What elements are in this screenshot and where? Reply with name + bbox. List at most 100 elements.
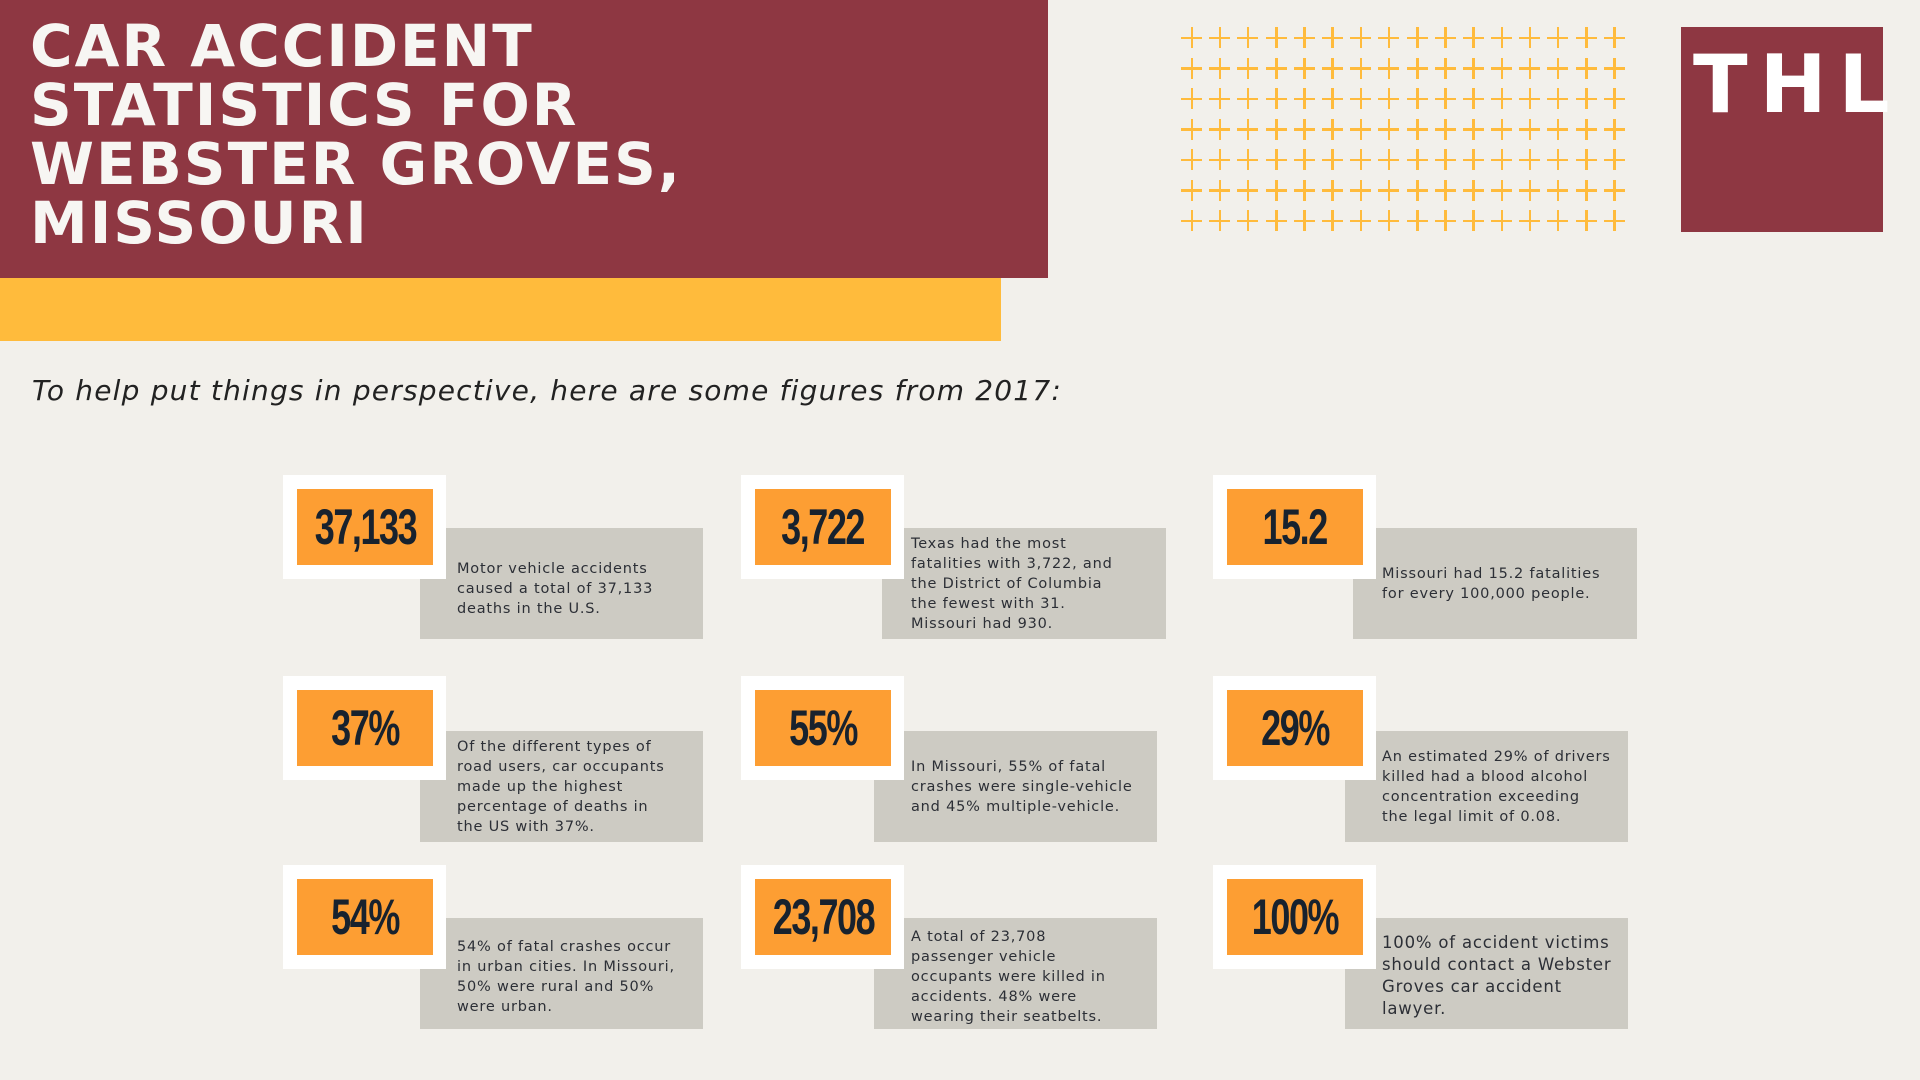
plus-icon: [1293, 27, 1315, 48]
plus-icon: [1181, 149, 1202, 170]
plus-icon: [1547, 118, 1569, 140]
stat-number-frame: 3,722: [741, 475, 904, 579]
plus-icon: [1265, 210, 1287, 231]
plus-icon: [1321, 210, 1343, 231]
stat-description: Texas had the most fatalities with 3,722…: [911, 535, 1113, 632]
plus-icon: [1603, 179, 1625, 201]
stat-value: 3,722: [781, 499, 866, 555]
plus-icon: [1462, 57, 1484, 79]
plus-icon: [1293, 179, 1315, 201]
plus-icon: [1181, 57, 1202, 79]
plus-icon: [1575, 179, 1597, 201]
plus-icon: [1237, 88, 1259, 109]
stat-value: 37%: [331, 700, 400, 756]
plus-icon: [1181, 88, 1202, 109]
plus-icon: [1462, 88, 1484, 109]
plus-icon: [1378, 57, 1400, 79]
plus-icon: [1350, 179, 1372, 201]
plus-icon: [1406, 149, 1428, 170]
plus-icon: [1209, 88, 1231, 109]
plus-icon: [1406, 88, 1428, 109]
plus-icon: [1293, 210, 1315, 231]
plus-icon: [1462, 27, 1484, 48]
stat-description-box: Of the different types of road users, ca…: [420, 731, 703, 842]
header-banner: [0, 0, 1048, 278]
plus-icon: [1265, 149, 1287, 170]
plus-icon: [1350, 57, 1372, 79]
stat-number-box: 54%: [297, 879, 433, 955]
title-line: WEBSTER GROVES,: [30, 130, 682, 198]
plus-icon: [1378, 179, 1400, 201]
plus-icon: [1491, 27, 1513, 48]
stat-number-box: 15.2: [1227, 489, 1363, 565]
stat-number-box: 29%: [1227, 690, 1363, 766]
plus-icon: [1434, 179, 1456, 201]
plus-icon: [1603, 118, 1625, 140]
plus-icon: [1462, 210, 1484, 231]
plus-icon: [1547, 57, 1569, 79]
plus-icon: [1321, 27, 1343, 48]
stat-number-frame: 54%: [283, 865, 446, 969]
plus-icon: [1181, 27, 1202, 48]
plus-icon: [1209, 27, 1231, 48]
stat-value: 15.2: [1262, 499, 1329, 555]
stat-number-box: 55%: [755, 690, 891, 766]
plus-icon: [1265, 179, 1287, 201]
plus-icon: [1462, 149, 1484, 170]
plus-icon: [1462, 179, 1484, 201]
stat-value: 100%: [1251, 889, 1340, 945]
title-line: STATISTICS FOR: [30, 71, 579, 139]
plus-icon: [1547, 210, 1569, 231]
plus-icon: [1547, 88, 1569, 109]
stat-description-box: 100% of accident victims should contact …: [1345, 918, 1628, 1029]
stat-description: An estimated 29% of drivers killed had a…: [1382, 748, 1611, 825]
stat-description: Missouri had 15.2 fatalities for every 1…: [1382, 565, 1601, 602]
plus-icon: [1209, 57, 1231, 79]
plus-icon: [1406, 118, 1428, 140]
plus-icon: [1491, 149, 1513, 170]
plus-icon: [1547, 27, 1569, 48]
plus-icon: [1265, 57, 1287, 79]
stat-number-box: 100%: [1227, 879, 1363, 955]
plus-icon: [1575, 149, 1597, 170]
stat-description: Motor vehicle accidents caused a total o…: [457, 560, 654, 617]
plus-icon: [1519, 118, 1541, 140]
plus-icon: [1406, 179, 1428, 201]
plus-icon: [1491, 57, 1513, 79]
plus-icon: [1519, 210, 1541, 231]
plus-icon: [1519, 57, 1541, 79]
plus-icon: [1406, 57, 1428, 79]
plus-icon: [1209, 210, 1231, 231]
plus-icon: [1321, 88, 1343, 109]
accent-stripe: [0, 278, 1001, 341]
stat-number-box: 3,722: [755, 489, 891, 565]
plus-icon: [1181, 210, 1202, 231]
stat-value: 37,133: [314, 499, 417, 555]
plus-icon: [1209, 179, 1231, 201]
plus-icon: [1434, 57, 1456, 79]
plus-icon: [1575, 210, 1597, 231]
title-line: MISSOURI: [30, 189, 369, 257]
stat-description: 54% of fatal crashes occur in urban citi…: [457, 938, 675, 1015]
plus-icon: [1350, 88, 1372, 109]
stat-value: 55%: [789, 700, 858, 756]
plus-icon: [1575, 27, 1597, 48]
stat-number-box: 23,708: [755, 879, 891, 955]
plus-icon: [1237, 118, 1259, 140]
page-title: CAR ACCIDENT STATISTICS FOR WEBSTER GROV…: [30, 17, 682, 253]
plus-icon: [1237, 57, 1259, 79]
stat-number-frame: 15.2: [1213, 475, 1376, 579]
plus-icon: [1519, 149, 1541, 170]
plus-icon: [1378, 210, 1400, 231]
plus-icon: [1209, 149, 1231, 170]
title-line: CAR ACCIDENT: [30, 12, 534, 80]
plus-icon: [1378, 118, 1400, 140]
plus-icon: [1491, 118, 1513, 140]
plus-icon: [1603, 210, 1625, 231]
plus-icon: [1293, 57, 1315, 79]
plus-icon: [1265, 118, 1287, 140]
stat-description: In Missouri, 55% of fatal crashes were s…: [911, 758, 1133, 815]
plus-icon: [1575, 88, 1597, 109]
plus-icon: [1181, 118, 1202, 140]
plus-icon: [1603, 88, 1625, 109]
